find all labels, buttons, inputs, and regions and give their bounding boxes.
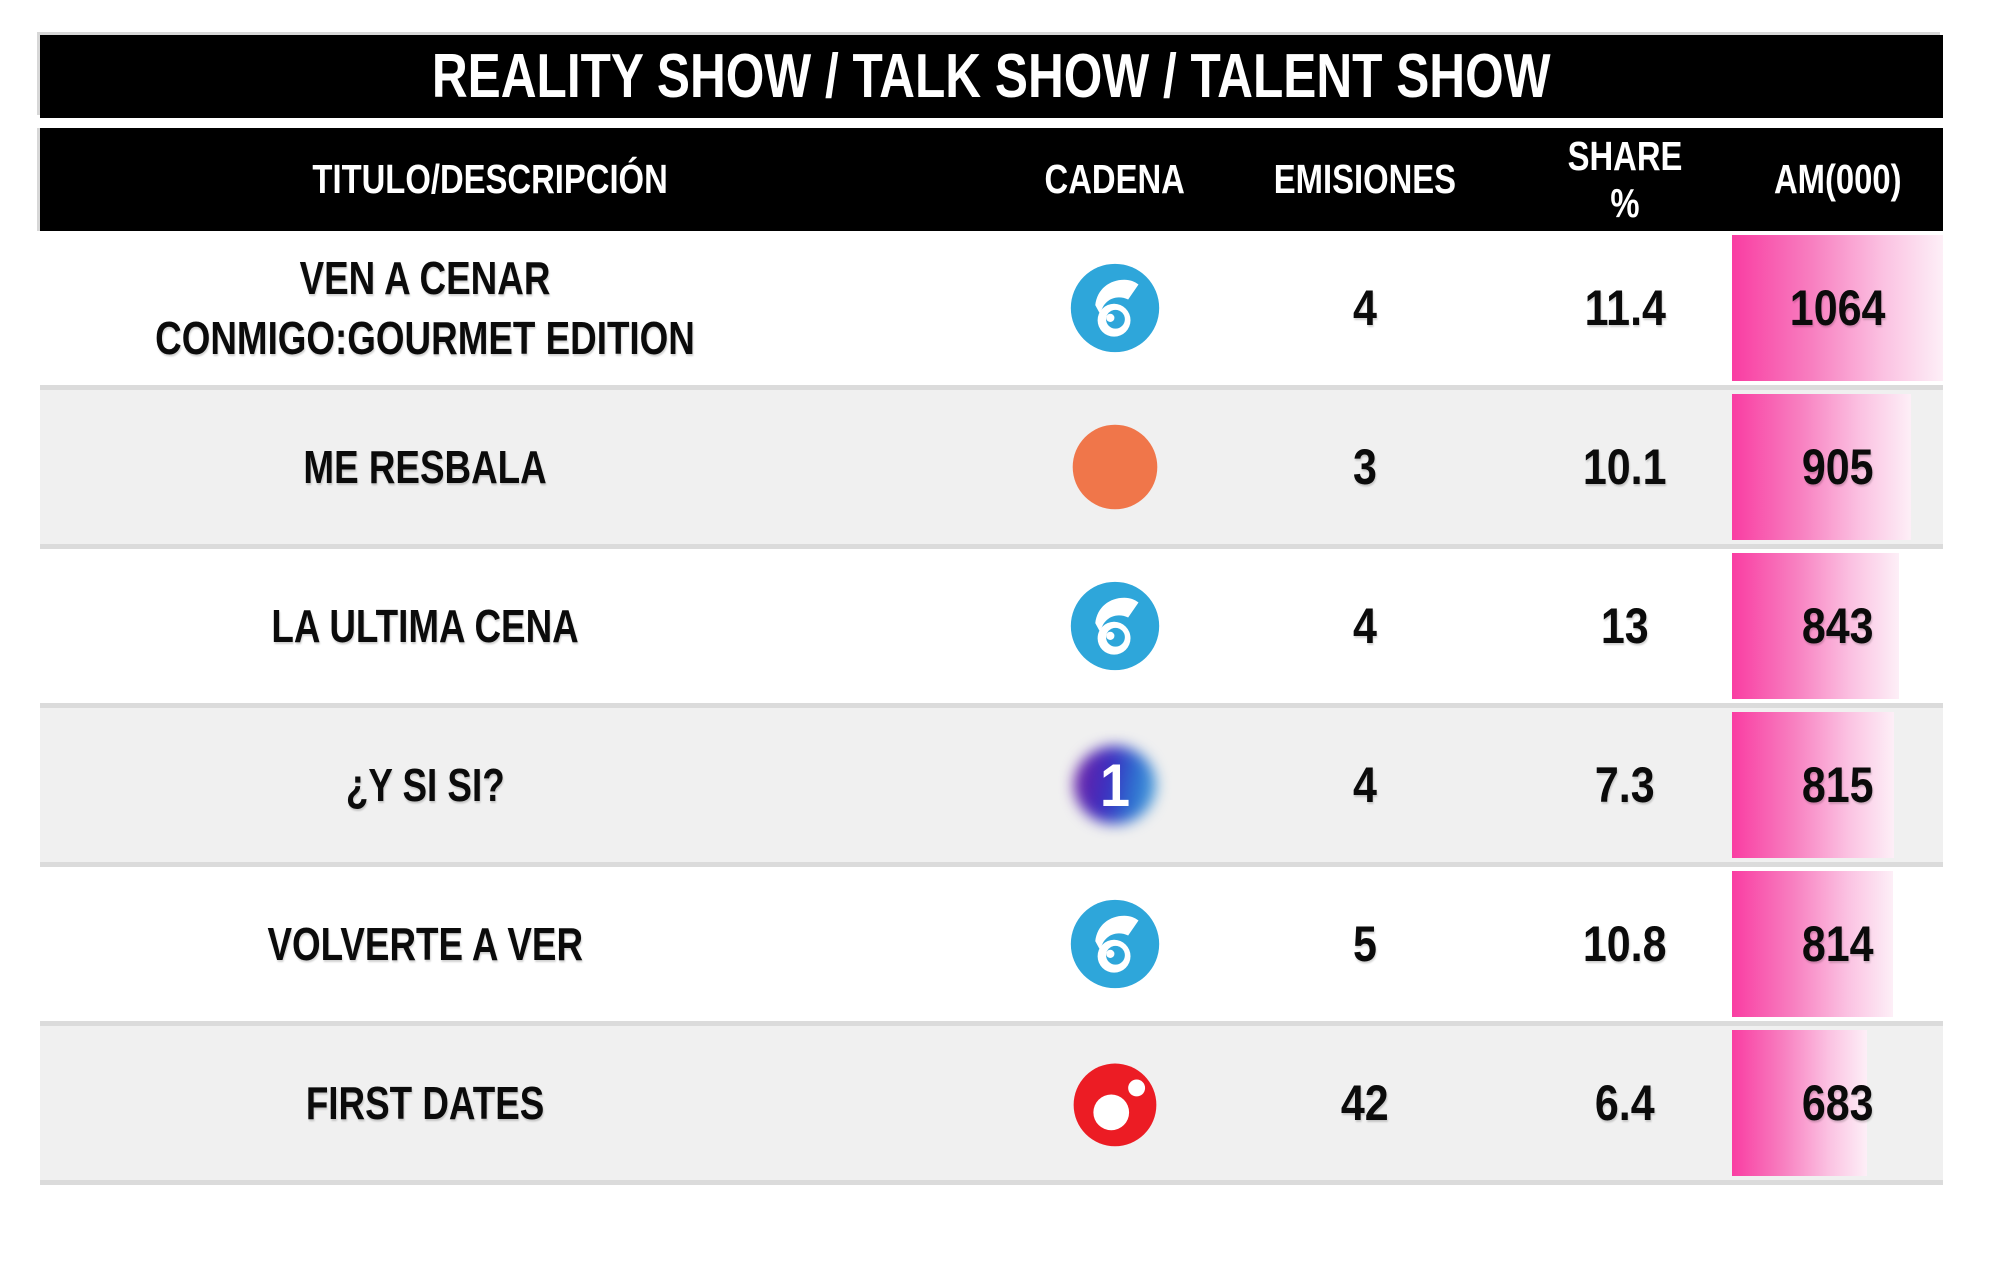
channel-logo: [960, 867, 1270, 1021]
show-title: ME RESBALA: [303, 441, 547, 493]
column-header-row: TITULO/DESCRIPCIÓN CADENA EMISIONES SHAR…: [40, 128, 1943, 231]
table-row: LA ULTIMA CENA 4 13 843: [40, 549, 1943, 708]
show-title: ¿Y SI SI?: [345, 759, 505, 811]
channel-logo: [960, 549, 1270, 703]
emisiones-value: 4: [1353, 280, 1377, 336]
antena3-logo-icon: [1072, 424, 1158, 510]
show-title-cell: FIRST DATES: [40, 1026, 810, 1180]
column-header-emisiones: EMISIONES: [1273, 156, 1457, 202]
show-title-cell: LA ULTIMA CENA: [40, 549, 810, 703]
table-row: ME RESBALA 3 10.1 905: [40, 390, 1943, 549]
emisiones-value: 4: [1353, 757, 1377, 813]
telecinco-logo-icon: [1070, 899, 1160, 989]
emisiones-value: 3: [1353, 439, 1377, 495]
column-header-titulo: TITULO/DESCRIPCIÓN: [312, 156, 668, 202]
table-row: ¿Y SI SI? 1 4 7.3 815: [40, 708, 1943, 867]
show-title: FIRST DATES: [305, 1077, 545, 1129]
show-title-cell: VOLVERTE A VER: [40, 867, 810, 1021]
channel-logo: [960, 231, 1270, 385]
cuatro-logo-icon: [1073, 1063, 1157, 1147]
channel-logo: [960, 390, 1270, 544]
column-header-am: AM(000): [1773, 156, 1902, 202]
channel-logo: 1: [960, 708, 1270, 862]
ratings-table: REALITY SHOW / TALK SHOW / TALENT SHOW T…: [40, 35, 1943, 1185]
share-value: 10.1: [1583, 439, 1667, 495]
am-cell: 1064: [1732, 231, 1943, 385]
share-value: 11.4: [1584, 280, 1666, 336]
show-title-cell: ME RESBALA: [40, 390, 810, 544]
show-title-cell: ¿Y SI SI?: [40, 708, 810, 862]
share-value: 6.4: [1595, 1075, 1655, 1131]
page-title: REALITY SHOW / TALK SHOW / TALENT SHOW: [432, 42, 1551, 111]
am-cell: 815: [1732, 708, 1943, 862]
table-row: FIRST DATES 42 6.4 683: [40, 1026, 1943, 1185]
am-cell: 905: [1732, 390, 1943, 544]
emisiones-value: 4: [1353, 598, 1377, 654]
la1-gradient-blob: [1074, 746, 1156, 824]
show-title: LA ULTIMA CENA: [271, 600, 579, 652]
am-value: 683: [1801, 1075, 1874, 1131]
show-title-cell: VEN A CENAR CONMIGO:GOURMET EDITION: [40, 231, 810, 385]
column-header-share: SHARE %: [1567, 132, 1683, 226]
telecinco-logo-icon: [1070, 581, 1160, 671]
table-row: VOLVERTE A VER 5 10.8 814: [40, 867, 1943, 1026]
show-title: VOLVERTE A VER: [267, 918, 583, 970]
am-value: 843: [1801, 598, 1874, 654]
am-value: 815: [1801, 757, 1874, 813]
table-row: VEN A CENAR CONMIGO:GOURMET EDITION 4 11…: [40, 231, 1943, 390]
emisiones-value: 5: [1353, 916, 1377, 972]
am-cell: 683: [1732, 1026, 1943, 1180]
am-bar: [1732, 235, 1943, 381]
am-value: 1064: [1789, 280, 1886, 336]
am-value: 905: [1801, 439, 1874, 495]
am-cell: 843: [1732, 549, 1943, 703]
table-title-bar: REALITY SHOW / TALK SHOW / TALENT SHOW: [40, 35, 1943, 118]
am-bar: [1732, 871, 1894, 1017]
la1-digit: 1: [1099, 751, 1131, 819]
emisiones-value: 42: [1341, 1075, 1389, 1131]
am-value: 814: [1801, 916, 1874, 972]
am-bar: [1732, 553, 1900, 699]
am-bar: [1732, 712, 1894, 858]
show-title: VEN A CENAR CONMIGO:GOURMET EDITION: [155, 252, 695, 364]
am-bar: [1732, 1030, 1868, 1176]
share-value: 7.3: [1595, 757, 1655, 813]
channel-logo: [960, 1026, 1270, 1180]
am-cell: 814: [1732, 867, 1943, 1021]
column-header-cadena: CADENA: [1044, 156, 1186, 202]
share-value: 13: [1601, 598, 1649, 654]
share-value: 10.8: [1583, 916, 1667, 972]
am-bar: [1732, 394, 1912, 540]
la1-logo-icon: 1: [1068, 738, 1162, 832]
telecinco-logo-icon: [1070, 263, 1160, 353]
